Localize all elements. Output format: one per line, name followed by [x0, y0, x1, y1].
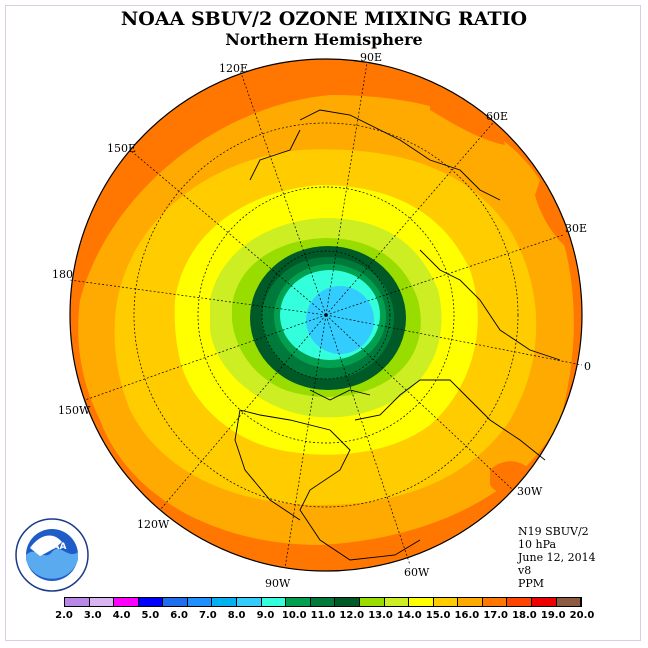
figure-frame: [5, 5, 641, 641]
graticule: [69, 62, 583, 569]
lon-label-0: 0: [584, 360, 591, 373]
colorbar-swatch: [212, 598, 238, 606]
lon-label-180: 180: [52, 268, 73, 281]
colorbar-tick-label: 5.0: [141, 610, 160, 621]
ozone-field: [70, 59, 582, 571]
colorbar-tick-label: 13.0: [368, 610, 393, 621]
colorbar-swatch: [507, 598, 532, 606]
noaa-logo: NOAA: [15, 518, 89, 592]
colorbar-tick-label: 12.0: [339, 610, 365, 621]
colorbar-tick-label: 2.0: [55, 610, 73, 621]
colorbar-tick-label: 6.0: [170, 610, 188, 621]
colorbar-swatch: [187, 598, 213, 606]
colorbar-swatch: [65, 598, 90, 606]
colorbar-swatch: [409, 598, 434, 606]
colorbar-tick-label: 17.0: [483, 610, 508, 621]
colorbar-swatch: [310, 598, 336, 606]
lon-label-120e: 120E: [219, 62, 249, 75]
colorbar-swatch: [163, 598, 188, 606]
lon-label-30e: 30E: [565, 222, 588, 235]
map-boundary: [69, 58, 583, 572]
coastlines: [234, 109, 561, 561]
colorbar-swatch: [286, 598, 311, 606]
colorbar-swatch: [433, 598, 459, 606]
colorbar-swatch: [359, 598, 385, 606]
colorbar-ticks: 2.0 3.0 4.0 5.0 6.0 7.0 8.0 9.0 10.0 11.0 12.0 13.0…: [0, 610, 648, 624]
colorbar-tick-label: 20.0: [569, 610, 595, 621]
colorbar-tick-label: 9.0: [256, 610, 275, 621]
colorbar-tick-label: 14.0: [396, 610, 422, 621]
colorbar-swatch: [531, 598, 557, 606]
info-date: June 12, 2014: [518, 551, 596, 564]
info-level: 10 hPa: [518, 538, 557, 551]
logo-text: NOAA: [38, 542, 67, 552]
colorbar-tick-label: 3.0: [83, 610, 102, 621]
lon-label-150e: 150E: [107, 142, 137, 155]
colorbar-tick-label: 18.0: [512, 610, 537, 621]
colorbar-tick-label: 4.0: [112, 610, 131, 621]
colorbar-swatch: [556, 598, 582, 606]
colorbar-tick-label: 11.0: [310, 610, 336, 621]
colorbar-tick-label: 8.0: [227, 610, 246, 621]
info-units: PPM: [518, 577, 545, 590]
map-title: NOAA SBUV/2 OZONE MIXING RATIO: [120, 8, 528, 30]
colorbar-swatch: [482, 598, 508, 606]
colorbar-swatch: [114, 598, 139, 606]
colorbar-swatch: [138, 598, 164, 606]
lon-label-150w: 150W: [58, 404, 91, 417]
colorbar-tick-label: 15.0: [425, 610, 451, 621]
info-version: v8: [518, 564, 532, 577]
colorbar-tick-label: 16.0: [454, 610, 480, 621]
colorbar-tick-label: 10.0: [281, 610, 307, 621]
map-subtitle: Northern Hemisphere: [225, 30, 423, 49]
colorbar-swatch: [261, 598, 287, 606]
colorbar-swatch: [335, 598, 360, 606]
lon-label-90e: 90E: [360, 51, 383, 64]
info-block: N19 SBUV/2 10 hPa June 12, 2014 v8 PPM: [518, 525, 596, 590]
lon-label-60w: 60W: [404, 566, 430, 579]
lon-label-30w: 30W: [517, 485, 543, 498]
lon-label-120w: 120W: [137, 518, 170, 531]
colorbar-tick-label: 19.0: [540, 610, 566, 621]
lon-label-90w: 90W: [265, 577, 291, 590]
colorbar-swatch: [89, 598, 115, 606]
colorbar-swatch: [384, 598, 410, 606]
colorbar: [64, 597, 582, 607]
colorbar-swatch: [237, 598, 262, 606]
info-instrument: N19 SBUV/2: [518, 525, 589, 538]
colorbar-tick-label: 7.0: [199, 610, 217, 621]
lon-label-60e: 60E: [486, 110, 509, 123]
colorbar-swatch: [458, 598, 483, 606]
